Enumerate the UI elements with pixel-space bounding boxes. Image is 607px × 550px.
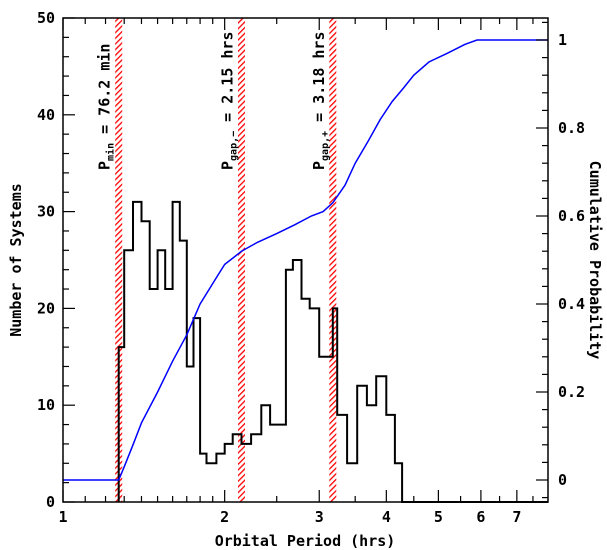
y-right-tick-label: 0.4	[558, 295, 585, 313]
marker-label-subscript: gap,+	[320, 131, 331, 161]
histogram-line	[117, 200, 548, 503]
tick-labels: 1 2 3 4 5 6 7 0 10 20 30 40 50 0 0.2 0.4 0.6 0.8 1	[37, 9, 585, 526]
x-tick-label: 6	[476, 508, 485, 526]
y-right-axis-title: Cumulative Probability	[586, 161, 604, 360]
marker-label-subscript: min	[105, 143, 117, 161]
marker-band-2	[238, 18, 245, 502]
y-tick-label: 10	[37, 396, 55, 414]
marker-label-value: = 76.2 min	[96, 44, 114, 143]
y-right-tick-label: 0	[558, 471, 567, 489]
x-tick-label: 7	[512, 508, 521, 526]
marker-label-3: Pgap,+ = 3.18 hrs	[310, 32, 331, 170]
marker-label-symbol: P	[219, 161, 237, 170]
y-tick-label: 0	[46, 493, 55, 511]
x-tick-label: 1	[58, 508, 67, 526]
x-axis-title: Orbital Period (hrs)	[215, 532, 396, 550]
y-right-tick-label: 0.6	[558, 207, 585, 225]
axis-ticks	[62, 17, 548, 503]
series	[63, 39, 548, 503]
plot-frame	[62, 17, 549, 503]
y-right-tick-label: 1	[558, 31, 567, 49]
marker-label-symbol: P	[96, 161, 114, 170]
cumulative-line	[63, 39, 548, 481]
y-tick-label: 50	[37, 9, 55, 27]
marker-label-value: = 3.18 hrs	[310, 32, 328, 131]
y-right-tick-label: 0.8	[558, 119, 585, 137]
x-tick-label: 5	[434, 508, 443, 526]
y-tick-label: 40	[37, 106, 55, 124]
marker-label-2: Pgap,− = 2.15 hrs	[219, 32, 240, 170]
marker-label-subscript: gap,−	[229, 131, 240, 161]
y-right-tick-label: 0.2	[558, 383, 585, 401]
x-tick-label: 3	[315, 508, 324, 526]
y-tick-label: 20	[37, 299, 55, 317]
marker-label-value: = 2.15 hrs	[219, 32, 237, 131]
x-tick-label: 2	[220, 508, 229, 526]
marker-label-symbol: P	[310, 161, 328, 170]
y-tick-label: 30	[37, 203, 55, 221]
marker-label-1: Pmin = 76.2 min	[96, 44, 117, 170]
y-axis-title: Number of Systems	[7, 183, 25, 337]
marker-band-1	[115, 18, 123, 502]
x-tick-label: 4	[382, 508, 391, 526]
marker-band-3	[329, 18, 337, 502]
